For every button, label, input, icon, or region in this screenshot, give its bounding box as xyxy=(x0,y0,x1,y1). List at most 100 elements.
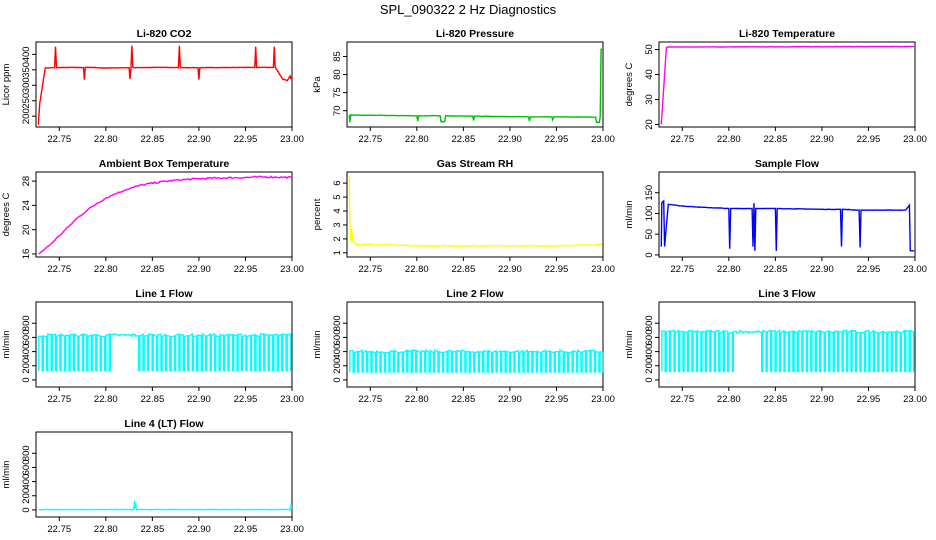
y-tick-label: 600 xyxy=(332,329,343,345)
x-tick-label: 22.80 xyxy=(405,394,429,405)
x-tick-label: 22.95 xyxy=(857,264,881,275)
series-line-line-1 xyxy=(38,332,292,372)
x-tick-label: 23.00 xyxy=(903,134,927,145)
x-tick-label: 22.95 xyxy=(234,394,258,405)
y-tick-label: 400 xyxy=(21,46,32,62)
y-tick-label: 400 xyxy=(644,344,655,360)
plot-frame xyxy=(35,301,293,388)
y-tick-label: 0 xyxy=(332,377,343,382)
y-tick-label: 800 xyxy=(644,315,655,331)
panel-title: Ambient Box Temperature xyxy=(99,158,230,170)
x-tick-label: 22.80 xyxy=(717,264,741,275)
y-axis-label: ml/min xyxy=(312,331,323,359)
y-tick-label: 0 xyxy=(644,252,655,257)
plot-frame xyxy=(35,431,293,518)
y-axis-label: ml/min xyxy=(624,201,635,229)
x-tick-label: 23.00 xyxy=(280,394,304,405)
panel-9: Line 3 Flow 22.75 22.80 22.85 22.90 22.95 23.0… xyxy=(624,288,927,405)
y-tick-label: 1 xyxy=(332,250,343,255)
series-line-temperature xyxy=(660,45,915,125)
plot-frame xyxy=(35,41,293,128)
x-tick-label: 22.80 xyxy=(94,394,118,405)
x-tick-label: 22.95 xyxy=(545,134,569,145)
x-tick-label: 22.80 xyxy=(94,134,118,145)
y-tick-label: 3 xyxy=(332,222,343,227)
y-tick-label: 50 xyxy=(644,44,655,55)
y-tick-label: 24 xyxy=(21,200,32,211)
y-axis-label: degrees C xyxy=(624,62,635,106)
y-tick-label: 30 xyxy=(644,94,655,105)
x-tick-label: 22.75 xyxy=(47,524,71,535)
y-axis-label: percent xyxy=(312,198,323,230)
y-tick-label: 200 xyxy=(644,358,655,374)
y-tick-label: 85 xyxy=(332,51,343,62)
y-tick-label: 0 xyxy=(21,377,32,382)
y-axis-label: ml/min xyxy=(1,461,12,489)
x-tick-label: 22.85 xyxy=(140,264,164,275)
x-tick-label: 22.75 xyxy=(47,134,71,145)
x-tick-label: 22.75 xyxy=(358,394,382,405)
panel-title: Line 4 (LT) Flow xyxy=(124,418,204,430)
x-tick-label: 22.80 xyxy=(405,134,429,145)
x-tick-label: 22.95 xyxy=(234,264,258,275)
plot-frame xyxy=(346,41,604,128)
x-tick-label: 23.00 xyxy=(591,394,615,405)
x-tick-label: 22.75 xyxy=(358,134,382,145)
x-tick-label: 23.00 xyxy=(591,264,615,275)
series-line-line-2 xyxy=(349,348,605,373)
plot-frame xyxy=(658,171,916,258)
x-tick-label: 22.85 xyxy=(763,134,787,145)
y-tick-label: 200 xyxy=(21,488,32,504)
y-axis-label: ml/min xyxy=(1,331,12,359)
x-tick-label: 22.90 xyxy=(187,394,211,405)
x-tick-label: 22.90 xyxy=(810,264,834,275)
y-tick-label: 400 xyxy=(21,344,32,360)
x-tick-label: 22.90 xyxy=(187,134,211,145)
x-tick-label: 22.95 xyxy=(234,134,258,145)
x-tick-label: 22.75 xyxy=(47,264,71,275)
x-tick-label: 22.85 xyxy=(451,394,475,405)
y-tick-label: 28 xyxy=(21,176,32,187)
y-tick-label: 350 xyxy=(21,62,32,78)
y-tick-label: 800 xyxy=(21,315,32,331)
x-tick-label: 23.00 xyxy=(591,134,615,145)
x-tick-label: 22.90 xyxy=(498,264,522,275)
y-tick-label: 0 xyxy=(644,377,655,382)
y-tick-label: 200 xyxy=(21,358,32,374)
panel-title: Li-820 CO2 xyxy=(137,28,192,40)
y-tick-label: 250 xyxy=(21,93,32,109)
y-tick-label: 75 xyxy=(332,87,343,98)
plot-frame xyxy=(346,171,604,258)
y-tick-label: 800 xyxy=(21,445,32,461)
panel-8: Line 2 Flow 22.75 22.80 22.85 22.90 22.95 23.0… xyxy=(312,288,615,405)
panel-7: Line 1 Flow 22.75 22.80 22.85 22.90 22.95 23.0… xyxy=(1,288,304,405)
x-tick-label: 23.00 xyxy=(280,524,304,535)
y-tick-label: 150 xyxy=(644,185,655,201)
x-tick-label: 22.85 xyxy=(140,394,164,405)
x-tick-label: 22.90 xyxy=(187,524,211,535)
panel-title: Line 3 Flow xyxy=(758,288,816,300)
x-tick-label: 22.75 xyxy=(670,264,694,275)
x-tick-label: 22.90 xyxy=(187,264,211,275)
series-line-rh xyxy=(348,176,603,248)
x-tick-label: 22.85 xyxy=(451,134,475,145)
page-title: SPL_090322 2 Hz Diagnostics xyxy=(380,2,557,17)
x-tick-label: 22.80 xyxy=(717,394,741,405)
panels: Li-820 CO2 22.75 22.80 22.85 22.90 22.95 23.00… xyxy=(1,28,927,535)
x-tick-label: 22.75 xyxy=(670,394,694,405)
x-tick-label: 22.90 xyxy=(498,394,522,405)
x-tick-label: 22.95 xyxy=(545,394,569,405)
x-tick-label: 22.75 xyxy=(670,134,694,145)
y-tick-label: 600 xyxy=(21,329,32,345)
x-tick-label: 22.90 xyxy=(810,394,834,405)
y-axis-label: kPa xyxy=(312,76,323,93)
y-tick-label: 6 xyxy=(332,180,343,185)
x-tick-label: 22.95 xyxy=(234,524,258,535)
x-tick-label: 22.80 xyxy=(717,134,741,145)
panel-10: Line 4 (LT) Flow 22.75 22.80 22.85 22.90 22.9… xyxy=(1,418,304,535)
series-line-pressure xyxy=(348,48,603,123)
y-axis-label: degrees C xyxy=(1,192,12,236)
y-tick-label: 400 xyxy=(21,474,32,490)
x-tick-label: 22.90 xyxy=(810,134,834,145)
